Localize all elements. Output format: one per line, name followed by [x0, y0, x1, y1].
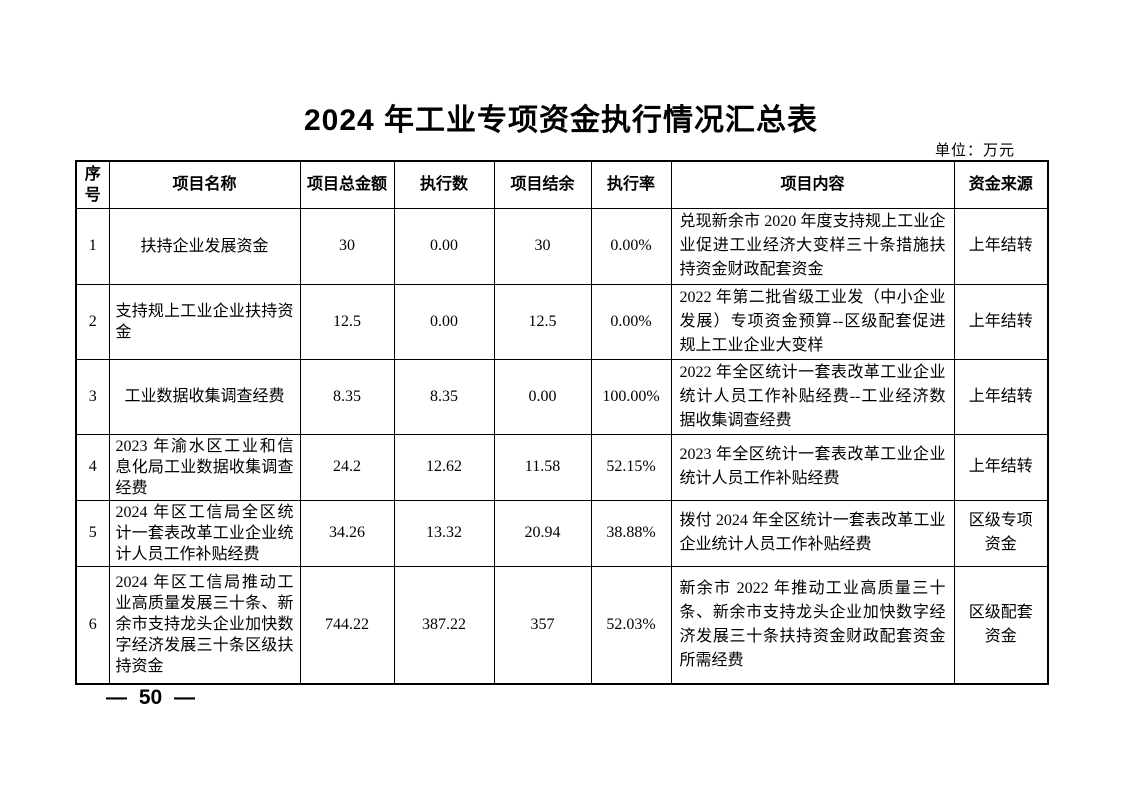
cell-fund-source: 区级配套资金: [953, 565, 1049, 685]
cell-balance: 20.94: [493, 499, 592, 567]
cell-balance: 11.58: [493, 433, 592, 501]
cell-total-amount: 30: [299, 207, 395, 285]
cell-content: 2023 年全区统计一套表改革工业企业统计人员工作补贴经费: [670, 433, 955, 501]
col-header-executed: 执行数: [393, 160, 495, 209]
cell-content: 2022 年全区统计一套表改革工业企业统计人员工作补贴经费--工业经济数据收集调…: [670, 358, 955, 435]
col-header-content: 项目内容: [670, 160, 955, 209]
cell-balance: 30: [493, 207, 592, 285]
cell-rate: 0.00%: [590, 283, 672, 360]
cell-executed: 387.22: [393, 565, 495, 685]
cell-seq: 6: [75, 565, 110, 685]
cell-rate: 38.88%: [590, 499, 672, 567]
table-row: 3 工业数据收集调查经费 8.35 8.35 0.00 100.00% 2022…: [75, 358, 1049, 435]
cell-seq: 3: [75, 358, 110, 435]
cell-content: 拨付 2024 年全区统计一套表改革工业企业统计人员工作补贴经费: [670, 499, 955, 567]
cell-seq: 2: [75, 283, 110, 360]
col-header-balance: 项目结余: [493, 160, 592, 209]
cell-rate: 52.15%: [590, 433, 672, 501]
cell-content: 2022 年第二批省级工业发（中小企业发展）专项资金预算--区级配套促进规上工业…: [670, 283, 955, 360]
cell-balance: 357: [493, 565, 592, 685]
col-header-total-amount: 项目总金额: [299, 160, 395, 209]
page-number: — 50 —: [106, 686, 196, 709]
table-row: 5 2024 年区工信局全区统计一套表改革工业企业统计人员工作补贴经费 34.2…: [75, 499, 1049, 567]
table-row: 2 支持规上工业企业扶持资金 12.5 0.00 12.5 0.00% 2022…: [75, 283, 1049, 360]
cell-fund-source: 上年结转: [953, 283, 1049, 360]
cell-total-amount: 24.2: [299, 433, 395, 501]
cell-seq: 5: [75, 499, 110, 567]
cell-content: 兑现新余市 2020 年度支持规上工业企业促进工业经济大变样三十条措施扶持资金财…: [670, 207, 955, 285]
col-header-fund-source: 资金来源: [953, 160, 1049, 209]
cell-executed: 0.00: [393, 207, 495, 285]
unit-note: 单位：万元: [934, 143, 1015, 159]
cell-content: 新余市 2022 年推动工业高质量三十条、新余市支持龙头企业加快数字经济发展三十…: [670, 565, 955, 685]
cell-fund-source: 上年结转: [953, 207, 1049, 285]
cell-balance: 12.5: [493, 283, 592, 360]
cell-seq: 4: [75, 433, 110, 501]
col-header-project-name: 项目名称: [108, 160, 301, 209]
cell-project-name: 工业数据收集调查经费: [108, 358, 301, 435]
cell-rate: 100.00%: [590, 358, 672, 435]
table-row: 4 2023 年渝水区工业和信息化局工业数据收集调查经费 24.2 12.62 …: [75, 433, 1049, 501]
cell-fund-source: 上年结转: [953, 433, 1049, 501]
cell-executed: 13.32: [393, 499, 495, 567]
col-header-rate: 执行率: [590, 160, 672, 209]
cell-project-name: 2023 年渝水区工业和信息化局工业数据收集调查经费: [108, 433, 301, 501]
table-row: 1 扶持企业发展资金 30 0.00 30 0.00% 兑现新余市 2020 年…: [75, 207, 1049, 285]
cell-total-amount: 744.22: [299, 565, 395, 685]
cell-total-amount: 34.26: [299, 499, 395, 567]
cell-project-name: 2024 年区工信局全区统计一套表改革工业企业统计人员工作补贴经费: [108, 499, 301, 567]
cell-project-name: 2024 年区工信局推动工业高质量发展三十条、新余市支持龙头企业加快数字经济发展…: [108, 565, 301, 685]
summary-table: 序号 项目名称 项目总金额 执行数 项目结余 执行率 项目内容 资金来源 1 扶…: [75, 160, 1049, 685]
cell-executed: 12.62: [393, 433, 495, 501]
table-row: 6 2024 年区工信局推动工业高质量发展三十条、新余市支持龙头企业加快数字经济…: [75, 565, 1049, 685]
cell-total-amount: 12.5: [299, 283, 395, 360]
cell-executed: 8.35: [393, 358, 495, 435]
cell-fund-source: 上年结转: [953, 358, 1049, 435]
cell-executed: 0.00: [393, 283, 495, 360]
page-title: 2024 年工业专项资金执行情况汇总表: [303, 104, 819, 137]
cell-project-name: 扶持企业发展资金: [108, 207, 301, 285]
col-header-seq: 序号: [75, 160, 110, 209]
cell-seq: 1: [75, 207, 110, 285]
cell-rate: 52.03%: [590, 565, 672, 685]
cell-project-name: 支持规上工业企业扶持资金: [108, 283, 301, 360]
header-row: 序号 项目名称 项目总金额 执行数 项目结余 执行率 项目内容 资金来源: [75, 160, 1049, 209]
cell-fund-source: 区级专项资金: [953, 499, 1049, 567]
cell-total-amount: 8.35: [299, 358, 395, 435]
cell-rate: 0.00%: [590, 207, 672, 285]
cell-balance: 0.00: [493, 358, 592, 435]
